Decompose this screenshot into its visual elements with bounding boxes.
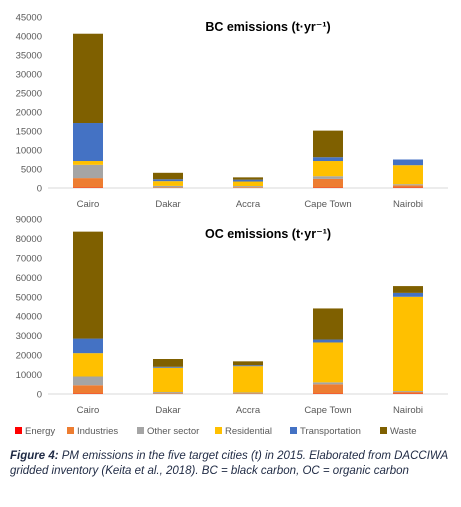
legend-swatch <box>137 427 144 434</box>
bar-segment <box>233 393 263 394</box>
caption-label: Figure 4: <box>10 450 59 462</box>
bar-segment <box>73 123 103 162</box>
bar-segment <box>313 342 343 383</box>
bar-segment <box>73 338 103 354</box>
y-tick-label: 10000 <box>16 146 42 157</box>
legend-label: Transportation <box>300 426 361 437</box>
x-category-label: Cape Town <box>304 405 351 416</box>
bar-segment <box>233 179 263 182</box>
y-tick-label: 10000 <box>16 370 42 381</box>
bar-segment <box>313 384 343 394</box>
bar-segment <box>153 185 183 188</box>
x-category-label: Accra <box>236 405 261 416</box>
bar-segment <box>73 231 103 339</box>
bar-segment <box>313 382 343 385</box>
bar-segment <box>153 172 183 180</box>
bar-segment <box>153 392 183 394</box>
legend-label: Other sector <box>147 426 199 437</box>
x-category-label: Cairo <box>77 405 100 416</box>
y-tick-label: 40000 <box>16 312 42 323</box>
legend-swatch <box>380 427 387 434</box>
bar-segment <box>393 392 423 394</box>
figure-caption: Figure 4: PM emissions in the five targe… <box>10 449 450 479</box>
bar-segment <box>233 186 263 188</box>
bar-segment <box>153 179 183 182</box>
y-tick-label: 90000 <box>16 215 42 226</box>
bar-segment <box>233 177 263 180</box>
y-tick-label: 20000 <box>16 351 42 362</box>
bar-segment <box>73 178 103 188</box>
bar-segment <box>313 339 343 343</box>
x-category-label: Accra <box>236 199 261 210</box>
bar-segment <box>153 393 183 394</box>
chart-title: BC emissions (t·yr⁻¹) <box>205 20 330 34</box>
bar-segment <box>233 187 263 188</box>
bar-segment <box>73 164 103 179</box>
bar-segment <box>233 361 263 366</box>
bar-segment <box>153 367 183 393</box>
bar-segment <box>393 286 423 293</box>
bar-segment <box>73 376 103 386</box>
bar-segment <box>73 385 103 394</box>
x-category-label: Cape Town <box>304 199 351 210</box>
y-tick-label: 40000 <box>16 32 42 43</box>
y-tick-label: 30000 <box>16 331 42 342</box>
y-tick-label: 0 <box>37 390 42 401</box>
bar-segment <box>73 33 103 124</box>
y-tick-label: 25000 <box>16 89 42 100</box>
legend-label: Energy <box>25 426 55 437</box>
bar-segment <box>313 161 343 177</box>
legend-label: Waste <box>390 426 417 437</box>
bar-segment <box>393 292 423 297</box>
y-tick-label: 50000 <box>16 292 42 303</box>
y-tick-label: 5000 <box>21 165 42 176</box>
bar-segment <box>393 165 423 185</box>
bar-segment <box>153 359 183 367</box>
y-tick-label: 35000 <box>16 51 42 62</box>
x-category-label: Nairobi <box>393 405 423 416</box>
bar-segment <box>393 391 423 393</box>
bar-segment <box>73 161 103 165</box>
y-tick-label: 45000 <box>16 13 42 24</box>
bar-segment <box>233 392 263 394</box>
bar-segment <box>313 178 343 188</box>
y-tick-label: 15000 <box>16 127 42 138</box>
bar-segment <box>313 308 343 340</box>
y-tick-label: 80000 <box>16 234 42 245</box>
bar-segment <box>313 130 343 158</box>
legend-swatch <box>67 427 74 434</box>
bar-segment <box>233 366 263 393</box>
bar-segment <box>393 159 423 166</box>
y-tick-label: 20000 <box>16 108 42 119</box>
legend-swatch <box>290 427 297 434</box>
y-tick-label: 70000 <box>16 253 42 264</box>
bar-segment <box>233 365 263 367</box>
bar-segment <box>393 296 423 392</box>
bar-segment <box>73 353 103 377</box>
legend-label: Industries <box>77 426 118 437</box>
y-tick-label: 0 <box>37 184 42 195</box>
figure-charts: 0 5000 10000 15000 20000 25000 30000 35000 40000… <box>15 13 448 437</box>
x-category-label: Dakar <box>155 405 180 416</box>
y-tick-label: 30000 <box>16 70 42 81</box>
legend-label: Residential <box>225 426 272 437</box>
legend-swatch <box>15 427 22 434</box>
bar-segment <box>153 366 183 368</box>
bar-segment <box>393 184 423 186</box>
bar-segment <box>153 181 183 186</box>
bar-segment <box>153 187 183 188</box>
x-category-label: Nairobi <box>393 199 423 210</box>
y-tick-label: 60000 <box>16 273 42 284</box>
bar-segment <box>393 185 423 188</box>
bar-segment <box>313 176 343 179</box>
x-category-label: Dakar <box>155 199 180 210</box>
bar-segment <box>313 157 343 162</box>
bar-segment <box>233 181 263 187</box>
chart-title: OC emissions (t·yr⁻¹) <box>205 227 331 241</box>
legend-swatch <box>215 427 222 434</box>
caption-text: PM emissions in the five target cities (… <box>10 450 448 477</box>
x-category-label: Cairo <box>77 199 100 210</box>
